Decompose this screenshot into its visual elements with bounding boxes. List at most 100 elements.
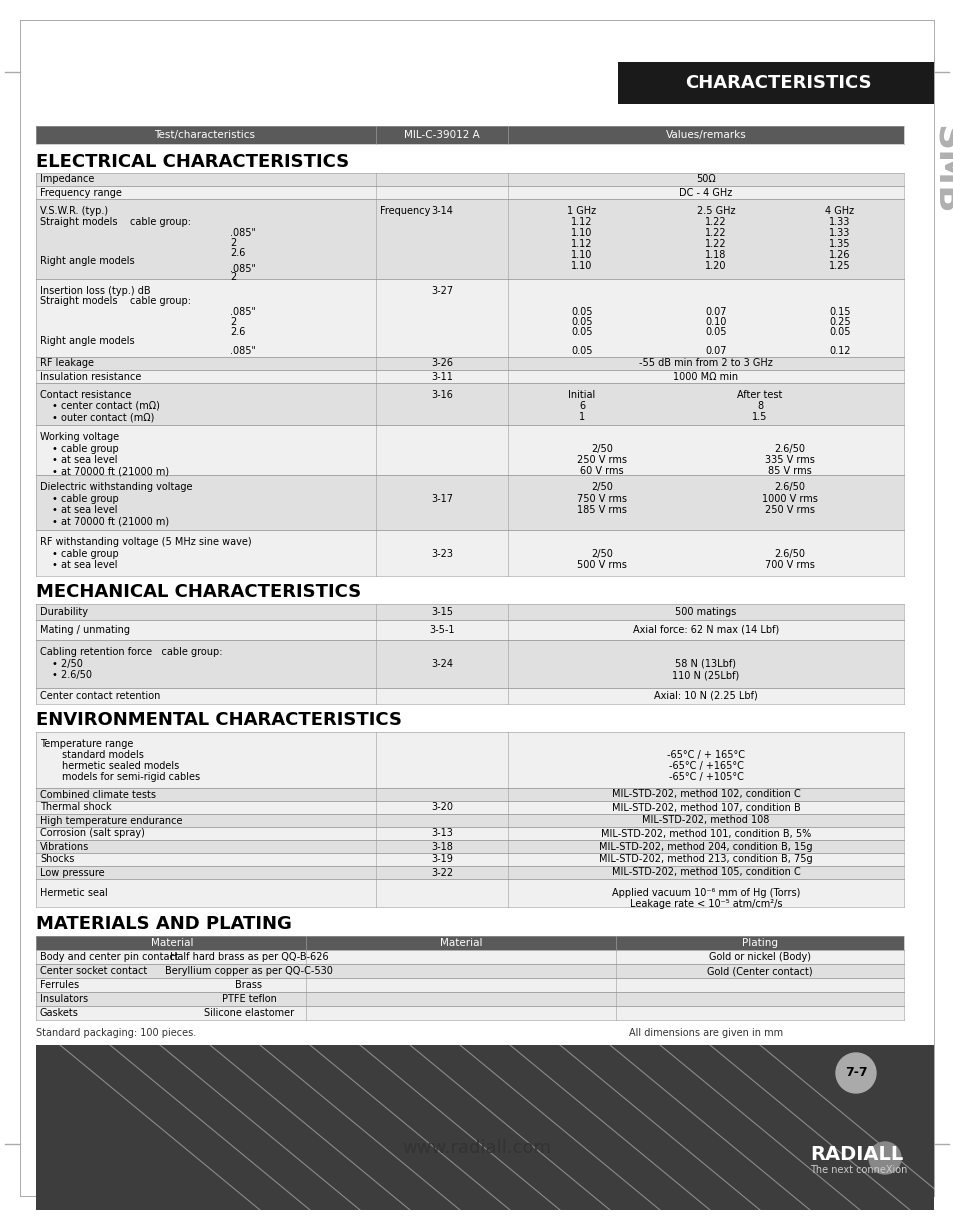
Text: MIL-STD-202, method 108: MIL-STD-202, method 108 <box>641 816 769 826</box>
Bar <box>36 879 903 907</box>
Text: MATERIALS AND PLATING: MATERIALS AND PLATING <box>36 914 292 933</box>
Text: 1.18: 1.18 <box>704 250 726 260</box>
Text: 3-19: 3-19 <box>431 855 453 865</box>
Text: Material: Material <box>151 938 193 948</box>
Text: Material: Material <box>439 938 482 948</box>
Text: 58 N (13Lbf): 58 N (13Lbf) <box>675 659 736 669</box>
Text: Values/remarks: Values/remarks <box>665 130 745 140</box>
Text: 3-13: 3-13 <box>431 828 453 839</box>
Text: Combined climate tests: Combined climate tests <box>40 789 156 799</box>
Text: Vibrations: Vibrations <box>40 841 90 851</box>
Bar <box>36 978 903 992</box>
Bar <box>36 278 903 358</box>
Text: V.S.W.R. (typ.): V.S.W.R. (typ.) <box>40 206 108 216</box>
Text: RF leakage: RF leakage <box>40 359 94 368</box>
Text: Plating: Plating <box>741 938 778 948</box>
Text: 2.6/50: 2.6/50 <box>774 482 804 492</box>
Text: standard models: standard models <box>62 750 144 760</box>
Text: • cable group: • cable group <box>52 444 118 454</box>
Bar <box>36 126 903 143</box>
Text: • at 70000 ft (21000 m): • at 70000 ft (21000 m) <box>52 516 169 527</box>
Text: • cable group: • cable group <box>52 494 118 503</box>
Text: -65°C / + 165°C: -65°C / + 165°C <box>666 750 744 760</box>
Text: 2: 2 <box>230 317 236 327</box>
Text: 1.22: 1.22 <box>704 229 726 238</box>
Text: Right angle models: Right angle models <box>40 336 134 347</box>
Text: • outer contact (mΩ): • outer contact (mΩ) <box>52 412 154 422</box>
Text: Center socket contact: Center socket contact <box>40 966 147 976</box>
Text: 1000 V rms: 1000 V rms <box>761 494 817 503</box>
Text: Axial force: 62 N max (14 Lbf): Axial force: 62 N max (14 Lbf) <box>632 625 779 635</box>
Text: -65°C / +165°C: -65°C / +165°C <box>668 761 742 771</box>
Text: Beryllium copper as per QQ-C-530: Beryllium copper as per QQ-C-530 <box>165 966 333 976</box>
Text: 1.26: 1.26 <box>828 250 850 260</box>
Text: 3-20: 3-20 <box>431 803 453 812</box>
Text: -65°C / +105°C: -65°C / +105°C <box>668 772 742 782</box>
Text: 50Ω: 50Ω <box>696 175 715 185</box>
Bar <box>36 620 903 640</box>
Text: Hermetic seal: Hermetic seal <box>40 888 108 897</box>
Text: Straight models    cable group:: Straight models cable group: <box>40 295 191 306</box>
Text: 3-22: 3-22 <box>431 867 453 878</box>
Text: 85 V rms: 85 V rms <box>767 466 811 475</box>
Text: 0.07: 0.07 <box>704 306 726 317</box>
Text: 335 V rms: 335 V rms <box>764 455 814 465</box>
Text: Frequency range: Frequency range <box>40 187 122 197</box>
Text: 250 V rms: 250 V rms <box>764 505 814 516</box>
Text: Body and center pin contact: Body and center pin contact <box>40 952 178 962</box>
Text: 2/50: 2/50 <box>591 548 612 559</box>
Text: 3-16: 3-16 <box>431 390 453 400</box>
Text: hermetic sealed models: hermetic sealed models <box>62 761 179 771</box>
Text: • at 70000 ft (21000 m): • at 70000 ft (21000 m) <box>52 466 169 475</box>
Text: MECHANICAL CHARACTERISTICS: MECHANICAL CHARACTERISTICS <box>36 582 361 601</box>
Text: .085": .085" <box>230 229 255 238</box>
Text: • at sea level: • at sea level <box>52 505 117 516</box>
Text: 2/50: 2/50 <box>591 444 612 454</box>
Text: 1: 1 <box>578 412 584 422</box>
Text: 2.5 GHz: 2.5 GHz <box>696 206 735 216</box>
Text: Ferrules: Ferrules <box>40 980 79 990</box>
Text: 2: 2 <box>230 272 236 282</box>
Bar <box>36 370 903 383</box>
Text: 0.05: 0.05 <box>571 317 592 327</box>
Bar <box>36 936 903 950</box>
Text: • center contact (mΩ): • center contact (mΩ) <box>52 401 160 411</box>
Text: • 2/50: • 2/50 <box>52 659 83 669</box>
Text: Right angle models: Right angle models <box>40 257 134 266</box>
Text: MIL-STD-202, method 102, condition C: MIL-STD-202, method 102, condition C <box>611 789 800 799</box>
Bar <box>36 199 903 278</box>
Text: 1.33: 1.33 <box>828 216 850 227</box>
Text: Impedance: Impedance <box>40 175 94 185</box>
Text: 1.35: 1.35 <box>828 240 850 249</box>
Bar <box>36 640 903 688</box>
Bar <box>36 358 903 370</box>
Text: 750 V rms: 750 V rms <box>577 494 626 503</box>
Text: 700 V rms: 700 V rms <box>764 561 814 570</box>
Text: 2.6/50: 2.6/50 <box>774 548 804 559</box>
Bar <box>36 475 903 530</box>
Text: 3-18: 3-18 <box>431 841 453 851</box>
Text: Insulators: Insulators <box>40 993 88 1004</box>
Text: Leakage rate < 10⁻⁵ atm/cm²/s: Leakage rate < 10⁻⁵ atm/cm²/s <box>629 899 781 910</box>
Text: .085": .085" <box>230 306 255 317</box>
Text: 0.05: 0.05 <box>704 327 726 337</box>
Bar <box>36 426 903 475</box>
Text: 0.10: 0.10 <box>704 317 726 327</box>
Bar <box>36 604 903 620</box>
Text: 1.12: 1.12 <box>571 216 592 227</box>
Text: Working voltage: Working voltage <box>40 432 119 441</box>
Text: All dimensions are given in mm: All dimensions are given in mm <box>628 1028 782 1038</box>
Text: RF withstanding voltage (5 MHz sine wave): RF withstanding voltage (5 MHz sine wave… <box>40 537 252 547</box>
Text: Center contact retention: Center contact retention <box>40 691 160 700</box>
Text: Silicone elastomer: Silicone elastomer <box>204 1008 294 1018</box>
Text: 3-5-1: 3-5-1 <box>429 625 455 635</box>
Text: Test/characteristics: Test/characteristics <box>154 130 255 140</box>
Text: • at sea level: • at sea level <box>52 561 117 570</box>
Text: MIL-STD-202, method 107, condition B: MIL-STD-202, method 107, condition B <box>611 803 800 812</box>
Text: 500 matings: 500 matings <box>675 607 736 617</box>
Text: Cabling retention force   cable group:: Cabling retention force cable group: <box>40 647 222 657</box>
Text: 1 GHz: 1 GHz <box>567 206 596 216</box>
Text: models for semi-rigid cables: models for semi-rigid cables <box>62 772 200 782</box>
Text: 0.15: 0.15 <box>828 306 850 317</box>
Text: Dielectric withstanding voltage: Dielectric withstanding voltage <box>40 482 193 492</box>
